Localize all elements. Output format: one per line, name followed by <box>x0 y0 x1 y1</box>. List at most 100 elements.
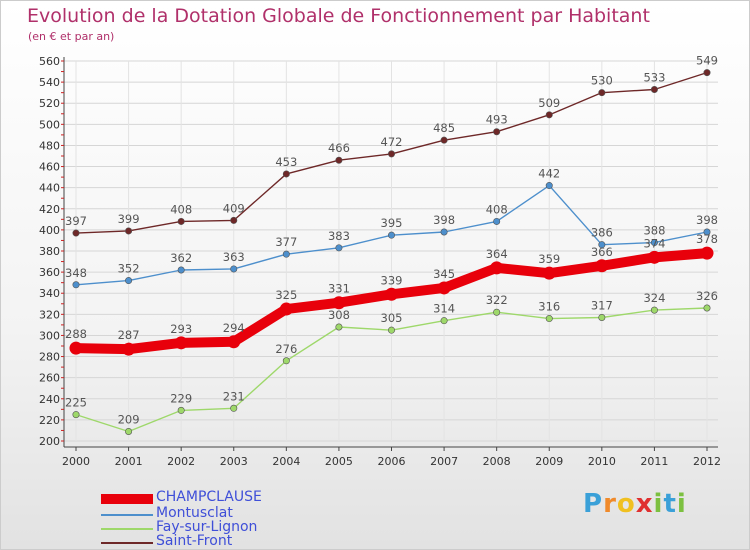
data-point-saint-front <box>335 156 343 164</box>
data-point-fay-sur-lignon <box>335 323 343 331</box>
data-label-saint-front: 453 <box>275 155 297 169</box>
data-point-saint-front <box>387 150 395 158</box>
data-label-champclause: 374 <box>643 236 665 250</box>
chart-title: Evolution de la Dotation Globale de Fonc… <box>27 5 650 27</box>
y-tick-label: 380 <box>39 245 60 258</box>
data-label-champclause: 359 <box>538 252 560 266</box>
proxiti-logo: Proxiti <box>583 489 687 519</box>
x-tick-label: 2008 <box>483 455 511 468</box>
logo-letter: i <box>676 489 687 519</box>
data-label-fay-sur-lignon: 324 <box>643 291 665 305</box>
chart-subtitle: (en € et par an) <box>28 30 115 43</box>
data-label-montusclat: 352 <box>118 262 140 276</box>
data-label-fay-sur-lignon: 308 <box>328 308 350 322</box>
legend-swatch <box>101 494 153 504</box>
y-tick-label: 560 <box>39 55 60 68</box>
data-point-champclause <box>700 246 714 260</box>
legend-label: CHAMPCLAUSE <box>156 489 262 505</box>
data-label-montusclat: 388 <box>643 224 665 238</box>
logo-letter: i <box>653 489 664 519</box>
data-point-fay-sur-lignon <box>440 317 448 325</box>
y-tick-label: 360 <box>39 266 60 279</box>
data-point-fay-sur-lignon <box>230 404 238 412</box>
data-point-fay-sur-lignon <box>493 308 501 316</box>
logo-letter: o <box>616 489 636 519</box>
data-label-saint-front: 466 <box>328 141 350 155</box>
x-tick-label: 2009 <box>535 455 563 468</box>
data-point-montusclat <box>598 241 606 249</box>
data-label-saint-front: 397 <box>65 214 87 228</box>
logo-letter: t <box>663 489 677 519</box>
x-tick-label: 2007 <box>430 455 458 468</box>
data-label-champclause: 294 <box>223 321 245 335</box>
data-point-champclause <box>647 250 661 264</box>
x-tick-label: 2001 <box>115 455 143 468</box>
data-label-champclause: 378 <box>696 232 718 246</box>
data-label-montusclat: 395 <box>381 216 403 230</box>
data-point-montusclat <box>230 265 238 273</box>
data-label-fay-sur-lignon: 316 <box>538 300 560 314</box>
data-point-montusclat <box>282 250 290 258</box>
y-tick-label: 240 <box>39 393 60 406</box>
data-point-montusclat <box>72 281 80 289</box>
data-label-champclause: 345 <box>433 267 455 281</box>
data-point-champclause <box>332 296 346 310</box>
data-point-fay-sur-lignon <box>282 357 290 365</box>
legend-label: Montusclat <box>156 505 233 521</box>
y-tick-label: 200 <box>39 435 60 448</box>
data-point-montusclat <box>650 239 658 247</box>
data-label-champclause: 366 <box>591 245 613 259</box>
data-label-montusclat: 348 <box>65 266 87 280</box>
data-label-fay-sur-lignon: 326 <box>696 289 718 303</box>
data-label-champclause: 331 <box>328 282 350 296</box>
data-label-champclause: 364 <box>486 247 508 261</box>
data-point-montusclat <box>335 244 343 252</box>
data-label-fay-sur-lignon: 322 <box>486 293 508 307</box>
y-tick-label: 520 <box>39 97 60 110</box>
y-tick-label: 260 <box>39 372 60 385</box>
y-tick-label: 400 <box>39 224 60 237</box>
data-point-champclause <box>385 287 398 301</box>
data-label-saint-front: 549 <box>696 54 718 68</box>
data-point-saint-front <box>650 86 658 94</box>
y-tick-label: 440 <box>39 182 60 195</box>
data-point-saint-front <box>125 227 133 235</box>
data-point-saint-front <box>545 111 553 119</box>
data-label-montusclat: 442 <box>538 167 560 181</box>
logo-letter: r <box>603 489 617 519</box>
data-label-fay-sur-lignon: 276 <box>275 342 297 356</box>
data-label-fay-sur-lignon: 229 <box>170 391 192 405</box>
data-label-champclause: 339 <box>381 273 403 287</box>
data-label-montusclat: 377 <box>275 235 297 249</box>
data-point-saint-front <box>230 216 238 224</box>
logo-letter: P <box>583 489 604 519</box>
data-point-montusclat <box>493 217 501 225</box>
data-label-fay-sur-lignon: 209 <box>118 413 140 427</box>
legend-swatch <box>101 528 153 530</box>
data-label-montusclat: 398 <box>696 213 718 227</box>
y-tick-label: 500 <box>39 118 60 131</box>
data-point-saint-front <box>177 217 185 225</box>
data-label-montusclat: 398 <box>433 213 455 227</box>
data-point-fay-sur-lignon <box>177 406 185 414</box>
data-point-saint-front <box>598 89 606 97</box>
data-label-fay-sur-lignon: 317 <box>591 299 613 313</box>
data-point-champclause <box>490 261 504 275</box>
data-label-montusclat: 362 <box>170 251 192 265</box>
data-point-fay-sur-lignon <box>72 411 80 419</box>
x-tick-label: 2000 <box>62 455 90 468</box>
data-point-montusclat <box>125 277 133 285</box>
data-label-saint-front: 409 <box>223 201 245 215</box>
data-label-fay-sur-lignon: 225 <box>65 396 87 410</box>
legend-label: Fay-sur-Lignon <box>156 519 258 535</box>
y-tick-label: 480 <box>39 139 60 152</box>
x-tick-label: 2003 <box>220 455 248 468</box>
data-point-montusclat <box>703 228 711 236</box>
data-point-champclause <box>595 259 609 273</box>
data-point-fay-sur-lignon <box>387 326 395 334</box>
data-label-montusclat: 383 <box>328 229 350 243</box>
y-tick-label: 300 <box>39 329 60 342</box>
data-point-montusclat <box>545 182 553 190</box>
data-label-champclause: 287 <box>118 328 140 342</box>
